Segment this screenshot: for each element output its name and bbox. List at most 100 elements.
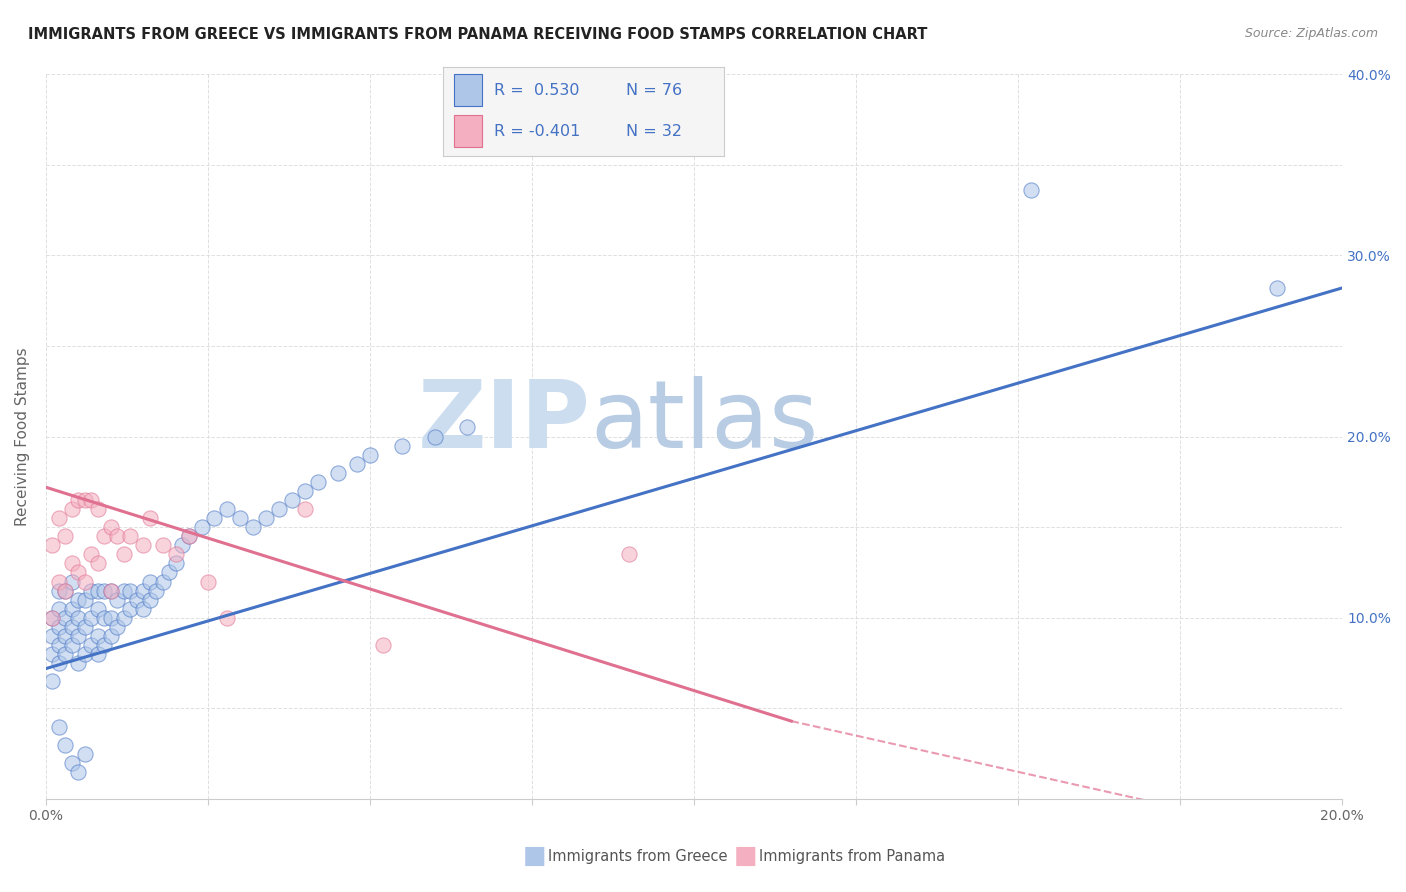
Text: IMMIGRANTS FROM GREECE VS IMMIGRANTS FROM PANAMA RECEIVING FOOD STAMPS CORRELATI: IMMIGRANTS FROM GREECE VS IMMIGRANTS FRO… (28, 27, 928, 42)
Point (80, 638, 103, 652)
Point (60, 574, 83, 589)
Point (73, 592, 96, 607)
Text: atlas: atlas (591, 376, 818, 468)
Point (48, 720, 70, 734)
Point (73, 647, 96, 661)
Point (80, 611, 103, 625)
Point (60, 638, 83, 652)
Bar (454, 74, 482, 106)
Y-axis label: Receiving Food Stamps: Receiving Food Stamps (15, 347, 30, 526)
Point (120, 601, 142, 615)
Point (423, 429, 446, 443)
Point (294, 502, 316, 516)
Point (41, 611, 63, 625)
Point (165, 557, 187, 571)
Point (112, 611, 135, 625)
Point (326, 466, 349, 480)
Text: Source: ZipAtlas.com: Source: ZipAtlas.com (1244, 27, 1378, 40)
Point (190, 520, 212, 534)
Point (41, 647, 63, 661)
Point (307, 475, 329, 489)
Point (41, 629, 63, 643)
Point (105, 620, 128, 634)
Point (60, 601, 83, 615)
Text: ■: ■ (523, 845, 546, 868)
Point (67, 656, 90, 670)
Text: Immigrants from Greece: Immigrants from Greece (548, 849, 728, 863)
Point (60, 756, 83, 770)
Text: R =  0.530: R = 0.530 (494, 83, 579, 97)
Point (391, 439, 413, 453)
Point (67, 764, 90, 779)
Point (138, 592, 160, 607)
Point (55, 647, 77, 661)
Point (120, 529, 142, 543)
Point (41, 538, 63, 552)
Point (359, 448, 381, 462)
Point (145, 583, 167, 598)
Point (152, 538, 174, 552)
Point (172, 538, 194, 552)
Point (1267, 281, 1289, 295)
Point (60, 557, 83, 571)
Point (48, 656, 70, 670)
Point (346, 457, 368, 471)
Point (100, 611, 122, 625)
Text: ZIP: ZIP (418, 376, 591, 468)
Text: ■: ■ (734, 845, 756, 868)
Point (100, 629, 122, 643)
Point (87, 647, 110, 661)
Point (67, 629, 90, 643)
Point (55, 583, 77, 598)
Point (132, 583, 155, 598)
Point (100, 583, 122, 598)
Point (48, 511, 70, 525)
Point (55, 738, 77, 752)
Point (105, 529, 128, 543)
Point (93, 638, 115, 652)
Point (55, 529, 77, 543)
Point (67, 493, 90, 508)
Point (55, 611, 77, 625)
Point (177, 529, 200, 543)
Point (371, 638, 394, 652)
Text: N = 32: N = 32 (626, 124, 682, 138)
Point (55, 629, 77, 643)
Point (138, 511, 160, 525)
Point (80, 547, 103, 561)
Point (112, 547, 135, 561)
Point (100, 520, 122, 534)
Point (242, 520, 264, 534)
Point (67, 566, 90, 580)
Text: Immigrants from Panama: Immigrants from Panama (759, 849, 945, 863)
Point (157, 566, 180, 580)
Point (112, 583, 135, 598)
Point (67, 592, 90, 607)
Point (48, 638, 70, 652)
Point (105, 592, 128, 607)
Text: R = -0.401: R = -0.401 (494, 124, 579, 138)
Point (229, 511, 252, 525)
Point (48, 583, 70, 598)
Point (619, 547, 641, 561)
Point (87, 601, 110, 615)
Point (41, 611, 63, 625)
Point (152, 574, 174, 589)
Bar (454, 115, 482, 147)
Point (48, 601, 70, 615)
Point (87, 583, 110, 598)
Point (165, 547, 187, 561)
Point (87, 629, 110, 643)
Point (73, 620, 96, 634)
Point (217, 611, 239, 625)
Point (125, 592, 148, 607)
Point (294, 483, 316, 498)
Point (281, 493, 304, 508)
Point (60, 502, 83, 516)
Point (93, 529, 115, 543)
Point (41, 674, 63, 689)
Point (197, 574, 219, 589)
Point (87, 502, 110, 516)
Point (132, 601, 155, 615)
Point (48, 574, 70, 589)
